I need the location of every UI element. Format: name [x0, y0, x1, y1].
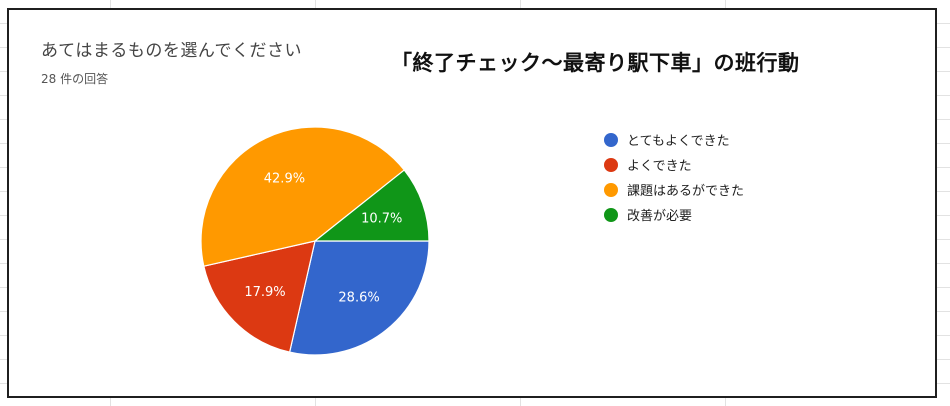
- legend-color-dot: [604, 157, 618, 172]
- legend-label: 改善が必要: [627, 209, 693, 224]
- pie-slice-label-very-good: 28.6%: [338, 290, 379, 305]
- question-title: あてはまるものを選んでください: [41, 41, 302, 61]
- pie-slice-very-good[interactable]: [288, 240, 430, 356]
- pie-chart: 28.6% 17.9% 42.9% 10.7%: [200, 126, 430, 356]
- pie-slice-ok-with-issues[interactable]: [200, 126, 406, 267]
- chart-card[interactable]: あてはまるものを選んでください 28 件の回答 「終了チェック〜最寄り駅下車」の…: [7, 8, 937, 398]
- legend-item-good[interactable]: よくできた: [604, 152, 744, 177]
- pie-slice-good[interactable]: [203, 240, 316, 353]
- chart-title: 「終了チェック〜最寄り駅下車」の班行動: [391, 51, 800, 75]
- legend-item-very-good[interactable]: とてもよくできた: [604, 127, 744, 152]
- legend-color-dot: [604, 182, 618, 197]
- legend-label: 課題はあるができた: [627, 184, 745, 199]
- pie-slice-needs-improvement[interactable]: [313, 169, 430, 242]
- legend-label: よくできた: [627, 159, 692, 174]
- chart-legend: とてもよくできた よくできた課題はあるができた 改善が必要: [604, 127, 744, 227]
- pie-slice-label-needs-improvement: 10.7%: [361, 212, 402, 227]
- legend-item-ok-with-issues[interactable]: 課題はあるができた: [604, 177, 744, 202]
- legend-label: とてもよくできた: [627, 134, 730, 149]
- response-count: 28 件の回答: [41, 72, 109, 86]
- legend-color-dot: [604, 132, 618, 147]
- legend-color-dot: [604, 207, 618, 222]
- pie-slice-label-good: 17.9%: [244, 285, 285, 300]
- pie-slice-label-ok-with-issues: 42.9%: [264, 171, 305, 186]
- legend-item-needs-improvement[interactable]: 改善が必要: [604, 202, 744, 227]
